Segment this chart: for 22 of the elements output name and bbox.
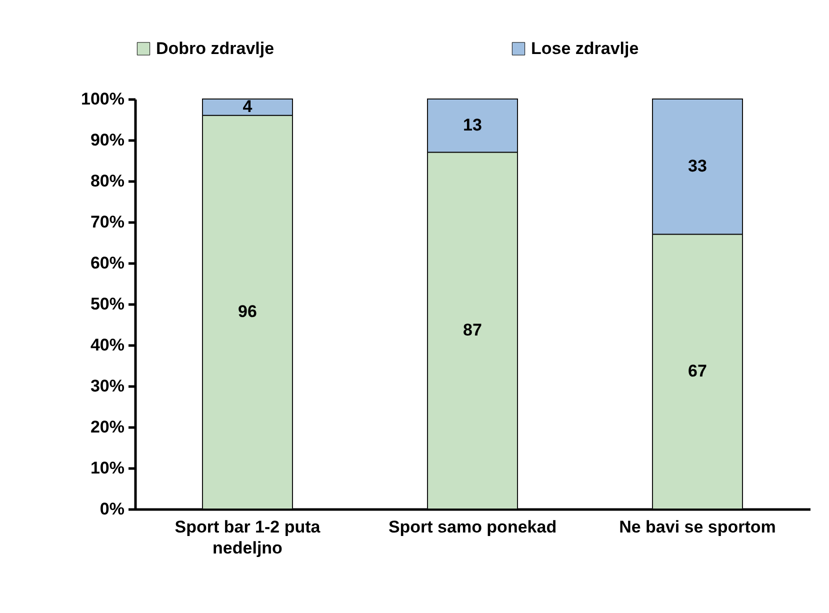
y-tick-label: 10% bbox=[90, 458, 124, 478]
legend-label: Lose zdravlje bbox=[531, 38, 639, 58]
x-tick-label: Sport bar 1-2 puta nedeljno bbox=[174, 518, 321, 558]
x-tick-label: Sport samo ponekad bbox=[388, 518, 557, 536]
data-label: 33 bbox=[688, 156, 707, 176]
y-tick-label: 30% bbox=[90, 376, 124, 396]
y-tick-label: 20% bbox=[90, 418, 124, 436]
y-tick-label: 80% bbox=[90, 172, 124, 190]
y-tick-label: 60% bbox=[90, 254, 124, 272]
data-label: 87 bbox=[463, 320, 482, 340]
data-label: 13 bbox=[463, 116, 482, 135]
y-tick-label: 90% bbox=[90, 130, 124, 150]
data-label: 67 bbox=[688, 362, 707, 381]
data-label: 4 bbox=[242, 97, 253, 116]
y-tick-label: 40% bbox=[90, 336, 124, 354]
y-tick-label: 70% bbox=[90, 212, 124, 232]
y-tick-label: 0% bbox=[100, 500, 124, 518]
legend-label: Dobro zdravlje bbox=[156, 38, 274, 58]
y-tick-label: 50% bbox=[90, 294, 124, 314]
x-tick-label: Ne bavi se sportom bbox=[619, 518, 776, 536]
data-label: 96 bbox=[238, 302, 257, 322]
y-tick-label: 100% bbox=[81, 90, 124, 108]
